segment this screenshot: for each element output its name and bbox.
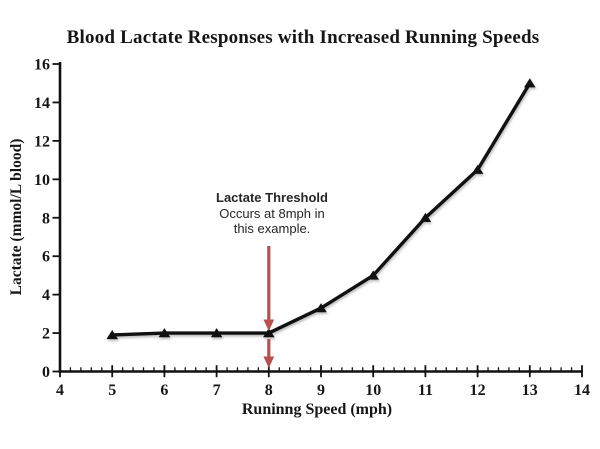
data-point-marker [419, 212, 432, 222]
data-point-marker [367, 270, 379, 280]
annotation-line-1: Lactate Threshold [216, 190, 328, 205]
y-tick-label: 16 [34, 57, 50, 74]
threshold-arrow-lower-head [263, 356, 275, 369]
annotation-line-3: this example. [233, 221, 311, 236]
data-point-marker [315, 303, 327, 313]
x-tick-label: 12 [470, 382, 486, 399]
x-tick-label: 5 [108, 382, 116, 399]
x-tick-label: 14 [574, 382, 590, 399]
y-tick-label: 8 [42, 210, 50, 227]
y-tick-label: 6 [42, 249, 50, 266]
data-point-marker [263, 328, 275, 338]
y-tick-label: 2 [42, 326, 50, 343]
x-tick-label: 8 [265, 382, 273, 399]
lactate-series [106, 78, 536, 340]
y-tick-label: 12 [34, 133, 50, 150]
annotation-line-2: Occurs at 8mph in [219, 205, 325, 221]
y-tick-label: 4 [42, 287, 50, 304]
data-point-marker [158, 328, 171, 338]
y-tick-label: 0 [42, 364, 50, 381]
x-tick-label: 10 [365, 382, 381, 399]
y-tick-label: 10 [34, 172, 50, 189]
x-tick-label: 7 [213, 382, 221, 399]
threshold-arrow-upper-head [263, 319, 275, 331]
x-tick-label: 6 [160, 382, 168, 399]
x-tick-label: 9 [317, 382, 325, 399]
chart-title: Blood Lactate Responses with Increased R… [66, 27, 540, 48]
lactate-threshold-annotation: Lactate Threshold Occurs at 8mph in this… [187, 190, 357, 237]
x-tick-label: 13 [522, 382, 538, 399]
data-point-marker [471, 164, 484, 174]
x-tick-label: 4 [56, 382, 64, 399]
data-point-marker [210, 328, 223, 338]
x-axis-title: Runinng Speed (mph) [241, 401, 393, 418]
x-tick-label: 11 [418, 382, 433, 399]
y-tick-label: 14 [34, 95, 50, 112]
data-point-marker [524, 78, 536, 88]
data-point-marker [106, 329, 118, 340]
